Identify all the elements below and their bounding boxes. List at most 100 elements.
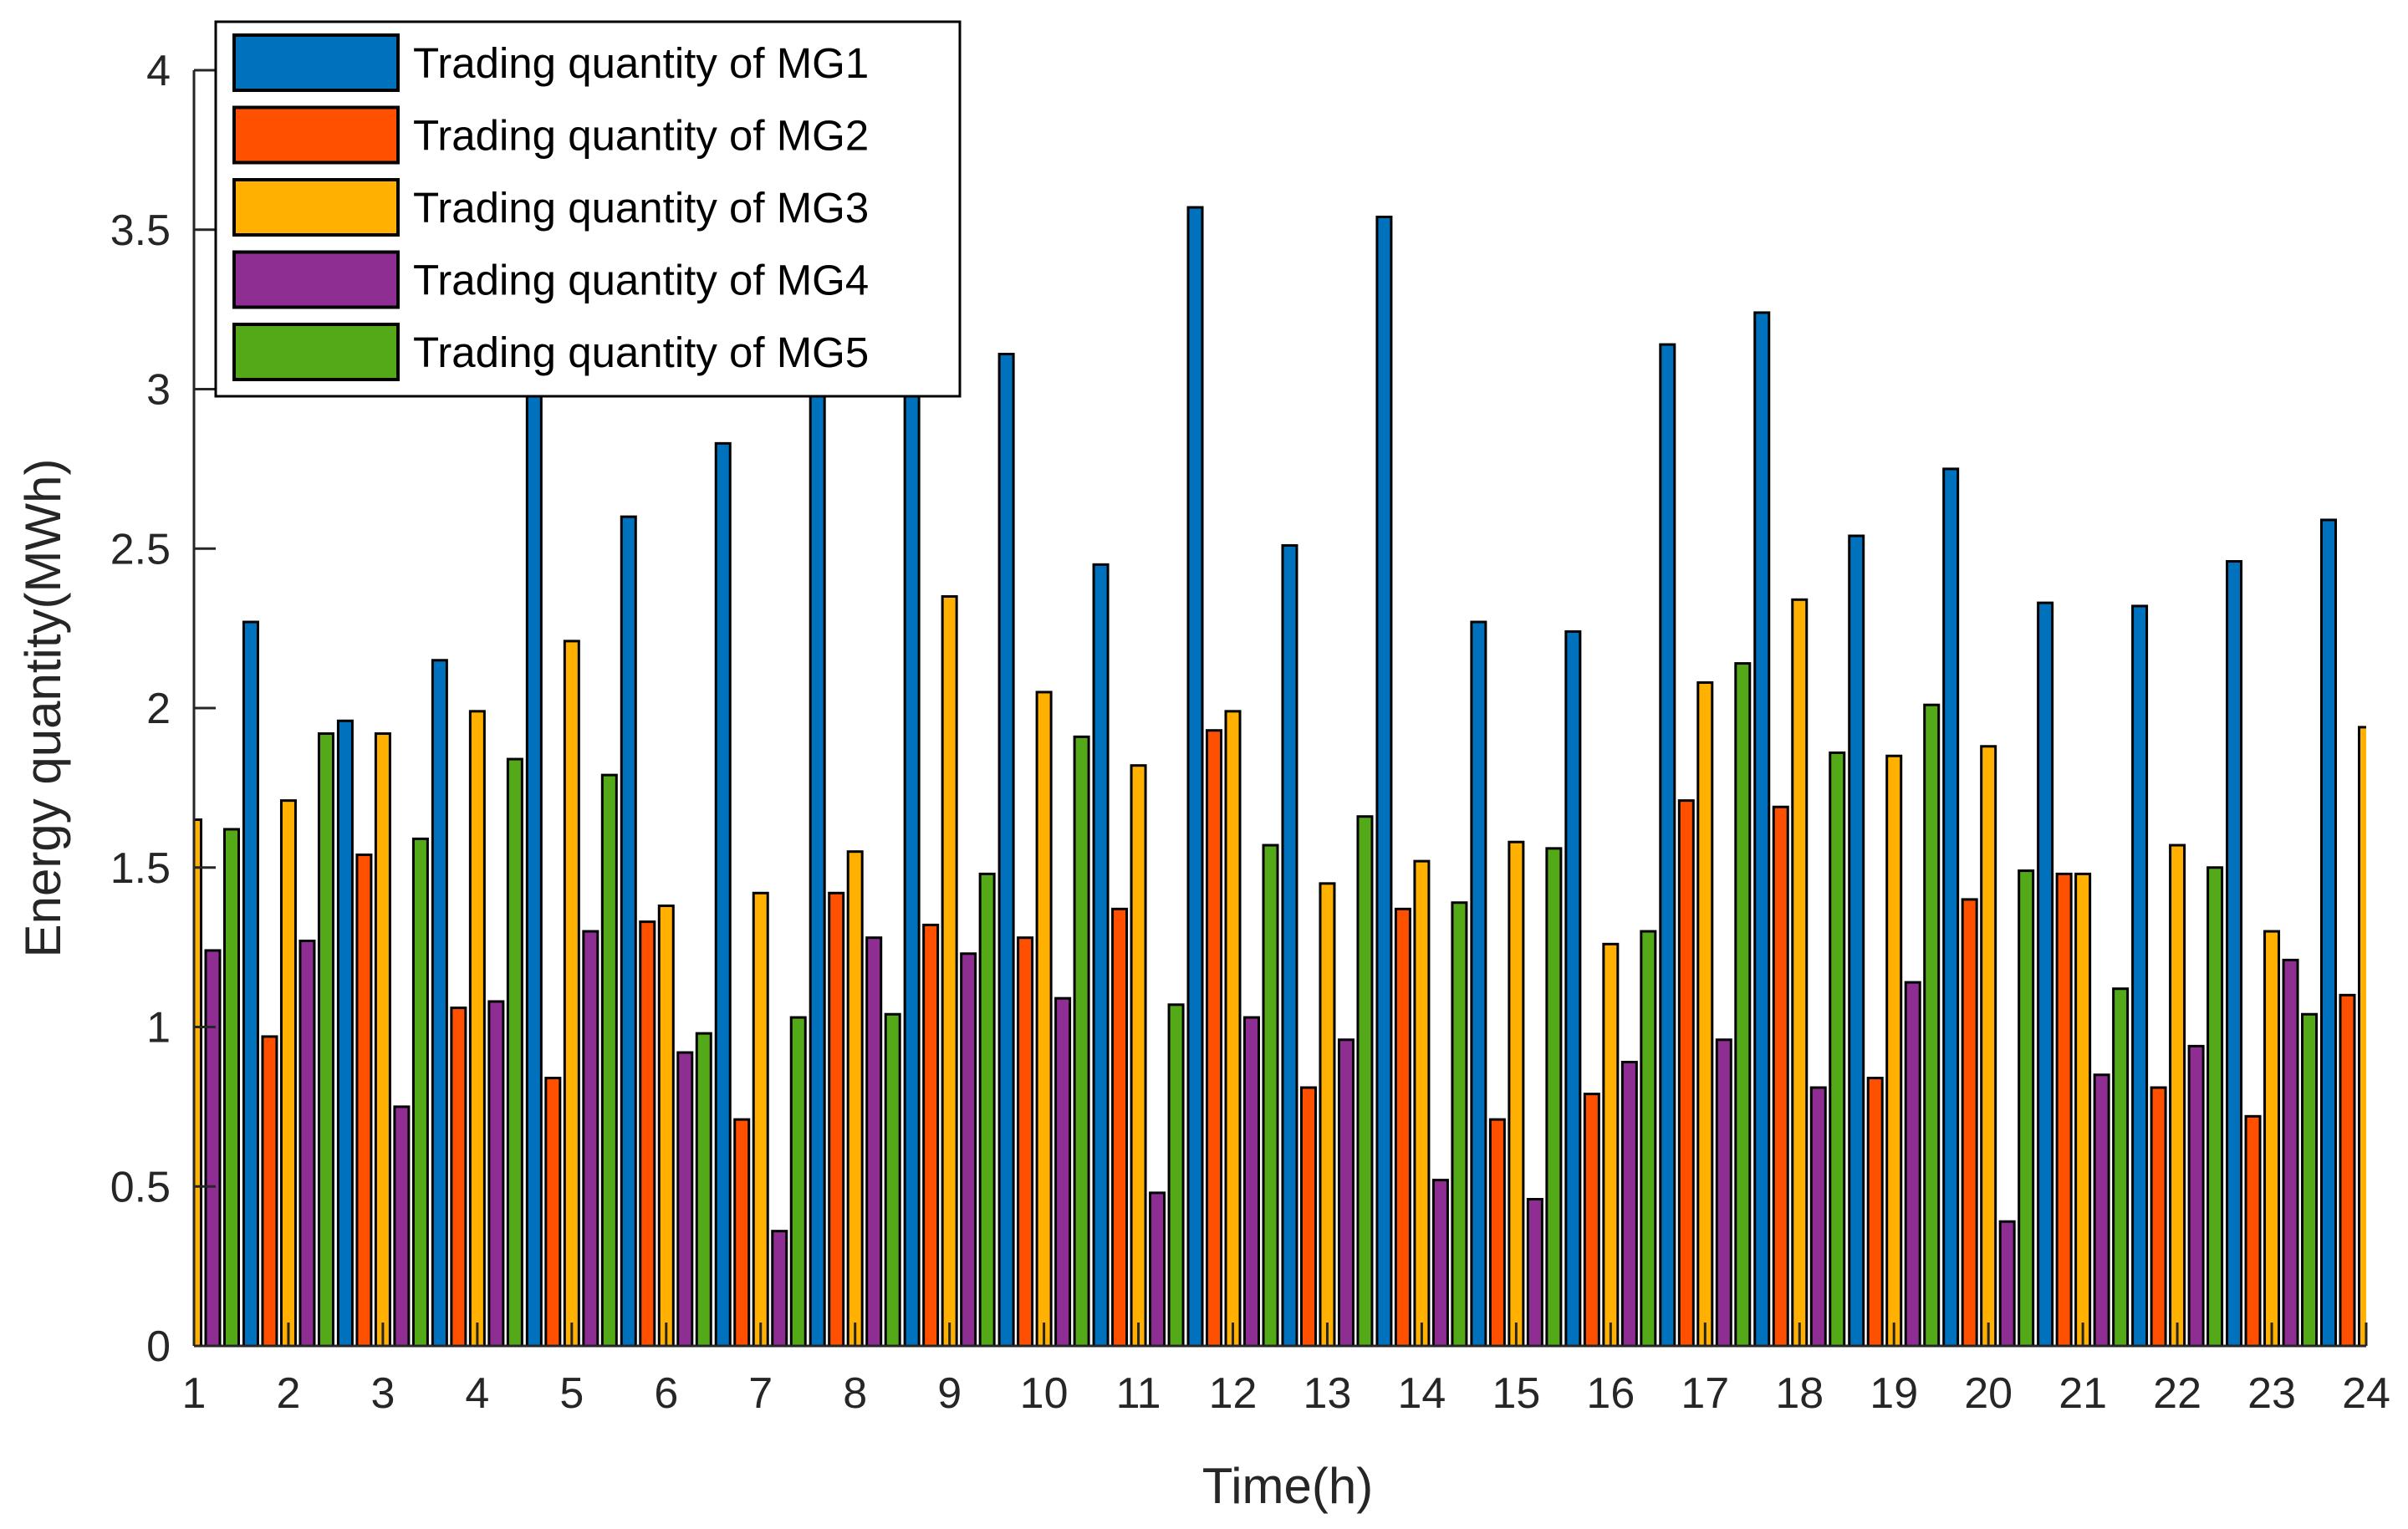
bar-mg4-h7	[771, 1230, 788, 1346]
bar-mg4-h20	[1998, 1220, 2016, 1346]
bar-mg3-h17	[1696, 680, 1714, 1346]
bar-mg2-h8	[828, 891, 845, 1346]
bar-mg5-h20	[2018, 869, 2035, 1346]
bar-mg5-h5	[600, 773, 618, 1346]
bar-mg1-h21	[2037, 601, 2054, 1346]
bar-mg1-h16	[1564, 629, 1582, 1346]
bar-mg2-h13	[1299, 1086, 1317, 1346]
legend-label-mg5: Trading quantity of MG5	[413, 329, 869, 376]
x-tick-label: 11	[1116, 1369, 1161, 1418]
bar-mg1-h8	[809, 388, 826, 1346]
bar-mg5-h21	[2112, 987, 2130, 1346]
bar-mg4-h2	[298, 939, 316, 1346]
y-tick-label: 2	[146, 685, 171, 733]
bar-mg5-h18	[1829, 751, 1846, 1346]
bar-mg2-h11	[1111, 907, 1129, 1346]
x-tick-labels: 1 2 3 4 5 6 7 8 9 10 11 12 13 14 15 16 17 18 19 20 21 22 23 24	[182, 1369, 2390, 1418]
x-tick-label: 24	[2342, 1369, 2390, 1418]
x-tick-label: 6	[654, 1369, 678, 1418]
bar-mg4-h3	[393, 1105, 411, 1346]
bar-mg3-h16	[1602, 942, 1620, 1346]
bar-mg2-h15	[1488, 1118, 1506, 1346]
x-tick-label: 22	[2153, 1369, 2201, 1418]
bar-mg4-h14	[1431, 1179, 1449, 1346]
y-tick-label: 3.5	[110, 206, 171, 255]
y-tick-label: 2.5	[110, 525, 171, 573]
bar-mg4-h17	[1715, 1038, 1732, 1346]
legend-swatch-mg5	[232, 323, 400, 381]
bar-mg1-h6	[620, 515, 637, 1346]
bar-mg2-h22	[2150, 1086, 2167, 1346]
bar-mg4-h16	[1620, 1060, 1638, 1346]
y-tick-label: 1	[146, 1004, 171, 1052]
bar-mg4-h19	[1904, 981, 1921, 1346]
bar-mg2-h23	[2244, 1114, 2262, 1346]
bar-mg1-h23	[2226, 560, 2243, 1346]
bar-mg5-h15	[1545, 847, 1563, 1346]
x-tick-label: 21	[2059, 1369, 2107, 1418]
bar-mg3-h13	[1319, 882, 1336, 1346]
bar-mg1-h19	[1848, 534, 1865, 1346]
bar-mg1-h22	[2131, 604, 2149, 1346]
y-tick-label: 0.5	[110, 1163, 171, 1211]
bar-mg4-h15	[1526, 1198, 1543, 1346]
y-tick-label: 3	[146, 366, 171, 415]
x-tick-label: 23	[2247, 1369, 2296, 1418]
bar-mg5-h6	[695, 1032, 712, 1346]
bar-mg1-h18	[1753, 311, 1771, 1346]
bar-mg2-h9	[922, 923, 940, 1346]
bar-mg5-h4	[506, 757, 523, 1346]
legend-label-mg2: Trading quantity of MG2	[413, 112, 869, 160]
x-tick-label: 5	[559, 1369, 584, 1418]
bar-mg5-h9	[978, 872, 996, 1346]
bar-mg2-h12	[1206, 729, 1223, 1346]
bar-mg5-h22	[2206, 866, 2224, 1346]
bar-mg5-h16	[1640, 930, 1657, 1346]
bar-mg4-h22	[2187, 1044, 2205, 1346]
bar-mg5-h1	[223, 828, 240, 1346]
bar-mg1-h12	[1186, 206, 1204, 1346]
y-tick-label: 0	[146, 1323, 171, 1371]
x-tick-label: 18	[1775, 1369, 1824, 1418]
x-tick-label: 20	[1964, 1369, 2013, 1418]
y-tick-label: 4	[146, 47, 171, 95]
bar-mg3-h3	[374, 732, 391, 1346]
bar-mg3-h22	[2169, 843, 2186, 1346]
x-tick-label: 1	[182, 1369, 207, 1418]
bar-mg3-h2	[279, 799, 297, 1346]
bar-mg5-h23	[2301, 1012, 2319, 1346]
bar-mg4-h12	[1243, 1016, 1261, 1346]
x-tick-label: 19	[1870, 1369, 1918, 1418]
y-tick-label: 1.5	[110, 844, 171, 893]
x-tick-label: 2	[276, 1369, 300, 1418]
x-tick-label: 9	[937, 1369, 962, 1418]
bar-mg3-h5	[563, 640, 580, 1346]
bar-mg3-h24	[2358, 726, 2366, 1346]
x-tick-label: 7	[748, 1369, 773, 1418]
bar-mg2-h1	[168, 919, 182, 1346]
legend-swatch-mg2	[232, 105, 400, 165]
bar-mg5-h8	[884, 1012, 901, 1346]
bar-mg2-h3	[355, 853, 373, 1346]
bar-mg3-h7	[752, 891, 769, 1346]
bar-mg1-h13	[1281, 543, 1298, 1346]
bar-mg3-h4	[468, 710, 486, 1346]
bar-mg5-h14	[1451, 901, 1468, 1346]
x-tick-label: 16	[1586, 1369, 1635, 1418]
bar-mg5-h19	[1923, 703, 1941, 1346]
bar-mg3-h14	[1413, 859, 1431, 1346]
bar-mg1-h4	[431, 659, 448, 1346]
bar-mg2-h6	[639, 920, 656, 1346]
legend-swatch-mg3	[232, 178, 400, 237]
bar-mg5-h11	[1167, 1003, 1185, 1346]
bar-mg2-h2	[261, 1035, 278, 1346]
bar-mg2-h14	[1394, 907, 1411, 1346]
bar-mg4-h9	[960, 952, 977, 1346]
bar-mg1-h17	[1659, 343, 1676, 1346]
x-tick-label: 17	[1681, 1369, 1729, 1418]
bar-mg1-h3	[336, 719, 354, 1346]
bar-mg4-h4	[487, 1000, 505, 1346]
bar-mg3-h12	[1224, 710, 1242, 1346]
bar-mg5-h24	[2397, 836, 2408, 1346]
